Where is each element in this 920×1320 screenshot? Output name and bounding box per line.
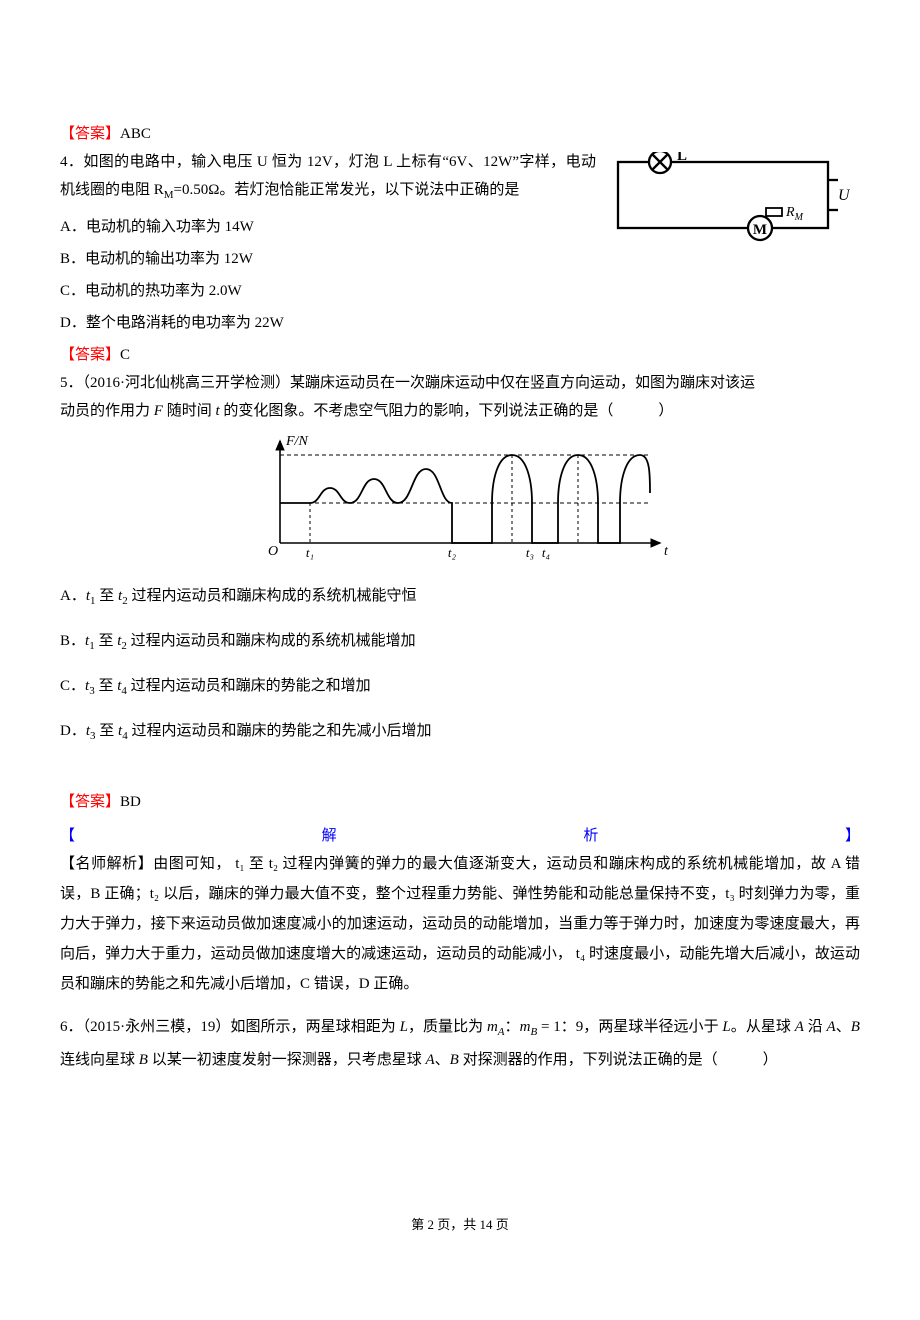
colon: ：: [505, 1019, 520, 1035]
question-5: 5．（2016·河北仙桃高三开学检测）某蹦床运动员在一次蹦床运动中仅在竖直方向运…: [60, 369, 860, 999]
label-RM: RM: [785, 205, 804, 223]
answer-value: C: [120, 347, 130, 363]
label-U: U: [838, 187, 850, 204]
mid: 至: [95, 633, 118, 649]
ftot: 14: [480, 1217, 493, 1232]
stem1: 某蹦床运动员在一次蹦床运动中仅在竖直方向运动，如图为蹦床对该运: [290, 375, 755, 391]
sg: 对探测器的作用，下列说法正确的是（ ）: [459, 1052, 778, 1068]
var-F: F: [154, 403, 163, 419]
force-time-graph: F/N t O t₁ t₂ t₃ t₄: [60, 433, 860, 568]
q-number: 6．: [60, 1019, 83, 1035]
bracket-open: 【: [60, 824, 75, 845]
B2: B: [139, 1052, 148, 1068]
answer-label: 【答案】: [60, 347, 120, 363]
B1: B: [851, 1019, 860, 1035]
subA: A: [498, 1026, 505, 1038]
t2: 随时间: [163, 403, 216, 419]
q4-optC: C．电动机的热功率为 2.0W: [60, 277, 860, 305]
q4-answer: 【答案】C: [60, 341, 860, 369]
se: 以某一初速度发射一探测器，只考虑星球: [148, 1052, 426, 1068]
answer-value: BD: [120, 794, 141, 810]
circuit-diagram: L RM M U: [610, 152, 850, 244]
q5-optC: C．t3 至 t4 过程内运动员和蹦床的势能之和增加: [60, 672, 860, 705]
bracket-close: 】: [845, 824, 860, 845]
tick-t1: t₁: [306, 545, 314, 560]
tail: 过程内运动员和蹦床构成的系统机械能守恒: [128, 588, 417, 604]
page-footer: 第 2 页，共 14 页: [0, 1214, 920, 1233]
mB: m: [520, 1019, 531, 1035]
var-L: L: [400, 1019, 408, 1035]
answer-label: 【答案】: [60, 794, 120, 810]
tick-t4: t₄: [542, 545, 551, 560]
xlabel: t: [664, 544, 669, 559]
optA-pre: A．: [60, 588, 86, 604]
q5-optA: A．t1 至 t2 过程内运动员和蹦床构成的系统机械能守恒: [60, 582, 860, 615]
ratio: = 1：9，两星球半径远小于: [537, 1019, 722, 1035]
analysis-word-1: 解: [322, 824, 337, 845]
label-M: M: [753, 222, 767, 238]
sc3: 、: [836, 1019, 851, 1035]
fpost: 页: [493, 1217, 509, 1232]
expert-body: 由图可知， t₁ 至 t₂ 过程内弹簧的弹力的最大值逐渐变大，运动员和蹦床构成的…: [60, 856, 860, 992]
var-L2: L: [722, 1019, 730, 1035]
tail: 过程内运动员和蹦床的势能之和增加: [127, 678, 371, 694]
A1: A: [795, 1019, 804, 1035]
q3-answer: 【答案】ABC: [60, 120, 860, 148]
origin-label: O: [268, 544, 278, 559]
q5-answer: 【答案】BD: [60, 788, 860, 816]
source: （2015·永州三模，19）: [83, 1019, 231, 1035]
tick-t2: t₂: [448, 545, 457, 560]
answer-label: 【答案】: [60, 126, 120, 142]
A2: A: [827, 1019, 836, 1035]
q5-stem: 5．（2016·河北仙桃高三开学检测）某蹦床运动员在一次蹦床运动中仅在竖直方向运…: [60, 369, 860, 397]
sf: 、: [435, 1052, 450, 1068]
mid: 至: [96, 588, 119, 604]
sa: 如图所示，两星球相距为: [230, 1019, 399, 1035]
answer-value: ABC: [120, 126, 151, 142]
q-number: 4．: [60, 154, 83, 170]
fmid: 页，共: [434, 1217, 480, 1232]
analysis-header: 【 解 析 】: [60, 824, 860, 845]
sb: ，质量比为: [408, 1019, 487, 1035]
mid: 至: [95, 678, 118, 694]
expert-label: 【名师解析】: [60, 856, 153, 872]
question-4: L RM M U 4．如图的电路中，输入电压 U 恒为 12V，灯泡 L 上标有…: [60, 148, 860, 369]
ylabel: F/N: [285, 434, 308, 449]
q-number: 5．: [60, 375, 83, 391]
question-6: 6．（2015·永州三模，19）如图所示，两星球相距为 L，质量比为 mA：mB…: [60, 1013, 860, 1074]
optD-pre: D．: [60, 723, 86, 739]
source: （2016·河北仙桃高三开学检测）: [83, 375, 291, 391]
tail: 过程内运动员和蹦床构成的系统机械能增加: [127, 633, 416, 649]
q5-stem-2: 动员的作用力 F 随时间 t 的变化图象。不考虑空气阻力的影响，下列说法正确的是…: [60, 397, 860, 425]
B3: B: [450, 1052, 459, 1068]
sc: 。从星球: [731, 1019, 795, 1035]
analysis-word-2: 析: [583, 824, 598, 845]
stem-tail: =0.50Ω。若灯泡恰能正常发光，以下说法中正确的是: [174, 182, 520, 198]
tick-t3: t₃: [526, 545, 534, 560]
q5-optD: D．t3 至 t4 过程内运动员和蹦床的势能之和先减小后增加: [60, 717, 860, 750]
label-L: L: [677, 152, 687, 164]
optB-pre: B．: [60, 633, 85, 649]
t1: 动员的作用力: [60, 403, 154, 419]
sd: 连线向星球: [60, 1052, 139, 1068]
sc2: 沿: [804, 1019, 827, 1035]
q5-optB: B．t1 至 t2 过程内运动员和蹦床构成的系统机械能增加: [60, 627, 860, 660]
A3: A: [425, 1052, 434, 1068]
t3: 的变化图象。不考虑空气阻力的影响，下列说法正确的是（ ）: [220, 403, 674, 419]
expert-analysis: 【名师解析】由图可知， t₁ 至 t₂ 过程内弹簧的弹力的最大值逐渐变大，运动员…: [60, 849, 860, 999]
q4-optD: D．整个电路消耗的电功率为 22W: [60, 309, 860, 337]
q4-optB: B．电动机的输出功率为 12W: [60, 245, 860, 273]
optC-pre: C．: [60, 678, 85, 694]
tail: 过程内运动员和蹦床的势能之和先减小后增加: [128, 723, 432, 739]
stem-sub: M: [164, 189, 174, 201]
mid: 至: [96, 723, 119, 739]
fpre: 第: [411, 1217, 427, 1232]
mA: m: [487, 1019, 498, 1035]
